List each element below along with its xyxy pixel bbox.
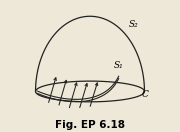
Text: S₂: S₂ xyxy=(129,20,139,29)
Text: Fig. EP 6.18: Fig. EP 6.18 xyxy=(55,120,125,130)
Text: C: C xyxy=(141,90,148,99)
Text: S₁: S₁ xyxy=(113,61,123,70)
